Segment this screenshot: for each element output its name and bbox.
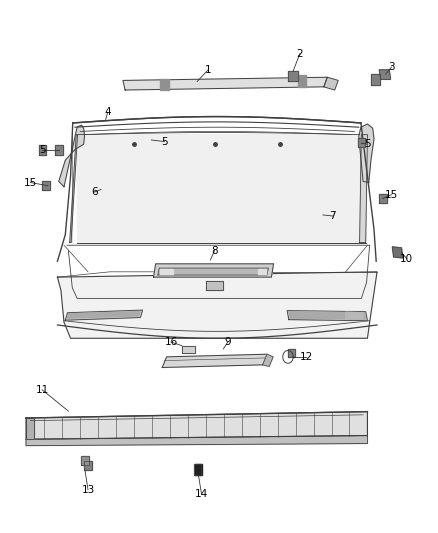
Polygon shape	[263, 354, 273, 367]
Polygon shape	[324, 77, 338, 90]
Polygon shape	[70, 135, 78, 243]
Text: 5: 5	[39, 144, 46, 155]
Polygon shape	[84, 461, 92, 470]
Polygon shape	[371, 74, 380, 85]
Polygon shape	[123, 77, 327, 90]
Polygon shape	[26, 418, 34, 439]
Polygon shape	[346, 312, 363, 319]
Polygon shape	[65, 310, 143, 320]
Polygon shape	[206, 281, 223, 290]
Polygon shape	[287, 311, 367, 321]
Text: 5: 5	[364, 139, 371, 149]
Polygon shape	[379, 193, 387, 203]
Text: 8: 8	[211, 246, 218, 255]
Text: 16: 16	[164, 337, 177, 347]
Polygon shape	[67, 312, 140, 318]
Polygon shape	[55, 146, 63, 155]
Text: 11: 11	[35, 385, 49, 395]
Polygon shape	[39, 146, 46, 155]
Text: 15: 15	[385, 190, 398, 200]
Text: 4: 4	[104, 107, 111, 117]
Text: 9: 9	[224, 337, 231, 347]
Text: 6: 6	[91, 187, 98, 197]
Polygon shape	[158, 268, 268, 275]
Text: 15: 15	[24, 177, 37, 188]
Polygon shape	[288, 349, 294, 358]
Text: 3: 3	[388, 62, 395, 72]
Polygon shape	[42, 181, 49, 190]
Polygon shape	[26, 411, 367, 439]
Text: 13: 13	[81, 485, 95, 495]
Polygon shape	[194, 464, 202, 475]
Polygon shape	[358, 138, 365, 148]
Polygon shape	[162, 354, 267, 368]
Polygon shape	[392, 247, 403, 258]
Polygon shape	[297, 75, 306, 87]
Polygon shape	[182, 346, 195, 353]
Text: 14: 14	[195, 489, 208, 499]
Polygon shape	[359, 124, 374, 182]
Polygon shape	[160, 269, 173, 274]
Polygon shape	[81, 456, 89, 465]
Polygon shape	[194, 464, 201, 475]
Text: 1: 1	[205, 65, 212, 75]
Polygon shape	[26, 435, 367, 446]
Text: 2: 2	[297, 49, 303, 59]
Polygon shape	[57, 272, 377, 338]
Polygon shape	[160, 79, 169, 90]
Text: 7: 7	[329, 211, 336, 221]
Polygon shape	[153, 264, 274, 277]
Polygon shape	[289, 312, 365, 319]
Text: 10: 10	[400, 254, 413, 263]
Polygon shape	[379, 70, 391, 79]
Polygon shape	[258, 269, 266, 274]
Polygon shape	[360, 135, 367, 243]
Polygon shape	[77, 135, 366, 243]
Text: 5: 5	[161, 136, 168, 147]
Polygon shape	[288, 71, 298, 81]
Text: 12: 12	[300, 352, 313, 362]
Polygon shape	[59, 125, 85, 187]
